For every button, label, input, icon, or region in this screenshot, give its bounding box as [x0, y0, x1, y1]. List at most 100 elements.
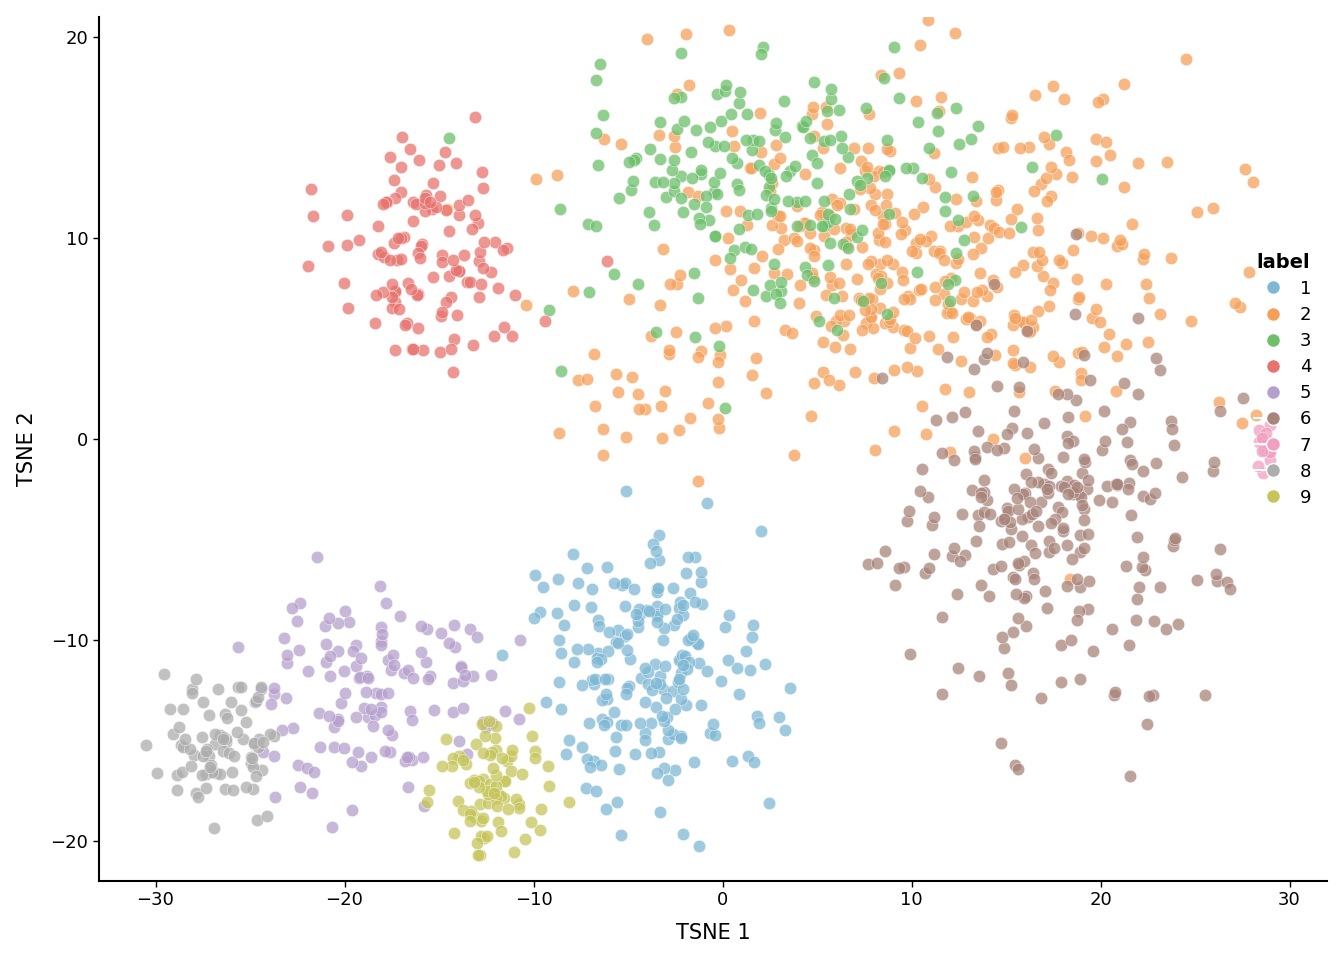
Point: [1251, 431, 1273, 446]
Point: [840, 341, 862, 356]
Point: [872, 165, 894, 180]
Point: [925, 279, 946, 295]
Point: [1034, 130, 1055, 145]
Point: [644, 217, 665, 232]
Point: [444, 617, 465, 633]
Point: [730, 272, 751, 287]
Point: [263, 789, 285, 804]
Point: [702, 716, 723, 732]
Point: [1077, 527, 1098, 542]
Point: [302, 208, 324, 224]
Point: [1154, 622, 1176, 637]
Point: [391, 130, 413, 145]
Point: [563, 655, 585, 670]
Point: [328, 713, 349, 729]
Point: [370, 245, 391, 260]
Point: [438, 636, 460, 651]
Point: [457, 275, 478, 290]
Point: [911, 461, 933, 476]
Point: [837, 241, 859, 256]
Point: [562, 283, 583, 299]
Point: [939, 303, 961, 319]
Point: [684, 594, 706, 610]
Point: [1247, 458, 1269, 473]
Point: [477, 786, 499, 802]
Point: [937, 276, 958, 292]
Point: [695, 199, 716, 214]
Point: [653, 760, 675, 776]
Point: [813, 218, 835, 233]
Point: [207, 682, 228, 697]
Point: [431, 758, 453, 774]
Point: [587, 157, 609, 173]
Point: [191, 767, 212, 782]
Point: [399, 141, 421, 156]
Point: [472, 164, 493, 180]
Point: [687, 636, 708, 651]
Point: [855, 164, 876, 180]
Point: [491, 788, 512, 804]
Point: [1024, 183, 1046, 199]
Point: [646, 607, 668, 622]
Point: [435, 295, 457, 310]
Point: [1128, 310, 1149, 325]
Point: [847, 173, 868, 188]
Point: [876, 276, 898, 291]
Point: [863, 169, 884, 184]
Point: [646, 609, 668, 624]
Point: [720, 150, 742, 165]
Point: [704, 252, 726, 268]
Point: [1062, 169, 1083, 184]
Point: [817, 214, 839, 229]
Point: [231, 680, 253, 695]
Point: [366, 685, 387, 701]
Point: [930, 89, 952, 105]
Point: [324, 719, 345, 734]
Point: [1032, 416, 1054, 431]
Point: [657, 732, 679, 747]
Point: [962, 208, 984, 224]
Point: [468, 289, 489, 304]
Point: [591, 692, 613, 708]
Point: [821, 191, 843, 206]
Point: [376, 194, 398, 209]
Point: [1247, 422, 1269, 438]
Point: [458, 621, 480, 636]
Point: [910, 484, 931, 499]
Point: [585, 671, 606, 686]
Point: [905, 235, 926, 251]
Point: [349, 669, 371, 684]
Point: [741, 629, 762, 644]
Point: [649, 398, 671, 414]
Point: [667, 121, 688, 136]
Point: [894, 560, 915, 575]
Point: [648, 552, 669, 567]
Point: [314, 655, 336, 670]
Point: [598, 625, 620, 640]
Point: [481, 264, 503, 279]
Point: [876, 252, 898, 268]
Point: [663, 581, 684, 596]
Point: [382, 647, 403, 662]
Point: [1144, 613, 1165, 629]
Point: [1106, 476, 1128, 492]
Point: [1004, 310, 1025, 325]
Point: [1015, 450, 1036, 466]
Point: [991, 513, 1012, 528]
Point: [668, 653, 689, 668]
Point: [378, 722, 399, 737]
Point: [923, 509, 945, 524]
Point: [896, 324, 918, 339]
Point: [982, 276, 1004, 291]
Point: [892, 273, 914, 288]
Point: [172, 702, 194, 717]
Point: [484, 328, 505, 344]
Point: [296, 760, 317, 776]
Point: [273, 631, 294, 646]
Point: [849, 178, 871, 193]
Point: [288, 642, 309, 658]
Point: [671, 190, 692, 205]
Point: [739, 662, 761, 678]
Point: [253, 734, 274, 750]
Point: [918, 141, 939, 156]
